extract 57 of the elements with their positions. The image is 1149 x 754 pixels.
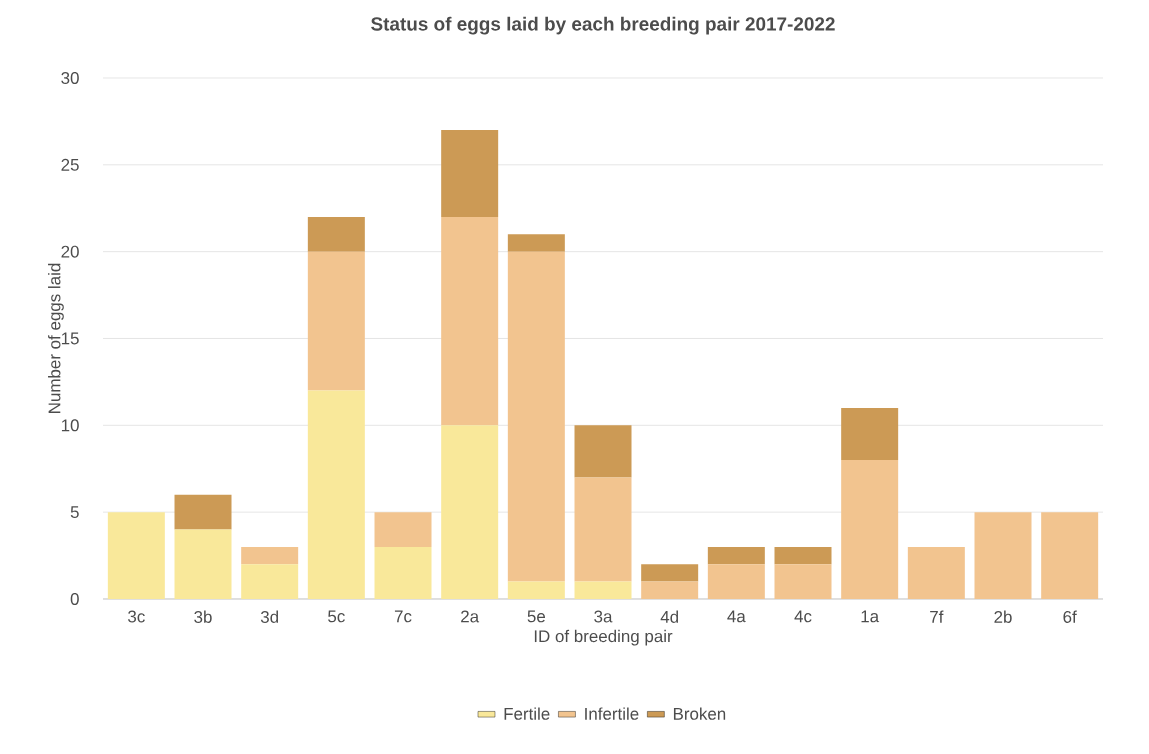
- bar: [574, 425, 632, 478]
- legend-label: Fertile: [504, 707, 550, 720]
- bar: [974, 512, 1032, 599]
- bar: [841, 407, 899, 461]
- bar: [574, 581, 632, 599]
- x-tick-label: 3d: [260, 610, 278, 623]
- y-tick-label: 30: [61, 71, 79, 84]
- bar: [174, 529, 232, 599]
- legend-label: Broken: [673, 707, 726, 720]
- bar: [841, 460, 899, 599]
- y-tick-label: 0: [70, 592, 79, 605]
- x-tick-label: 5c: [328, 610, 345, 623]
- x-tick-label: 2a: [461, 610, 480, 623]
- legend-label: Infertile: [585, 707, 639, 720]
- bar: [507, 251, 565, 582]
- x-tick-label: 3b: [194, 610, 212, 623]
- bar: [441, 130, 499, 217]
- bar: [707, 546, 765, 565]
- bar: [507, 581, 565, 599]
- y-tick-label: 5: [70, 506, 79, 519]
- x-tick-label: 5e: [527, 610, 546, 623]
- bar: [374, 546, 432, 599]
- bar: [174, 494, 232, 530]
- x-tick-label: 1a: [861, 610, 880, 623]
- bar: [641, 581, 699, 599]
- bar: [441, 216, 499, 426]
- x-tick-label: 6f: [1063, 610, 1077, 623]
- x-tick-label: 4d: [660, 610, 678, 623]
- bar: [307, 216, 365, 252]
- y-tick-label: 15: [61, 332, 79, 345]
- y-tick-label: 10: [61, 419, 79, 432]
- x-tick-label: 3a: [594, 610, 613, 623]
- x-tick-label: 4c: [794, 610, 812, 623]
- x-tick-label: 4a: [727, 610, 746, 623]
- bar: [574, 477, 632, 582]
- y-tick-label: 25: [61, 158, 79, 171]
- y-tick-label: 20: [61, 245, 79, 258]
- bar: [774, 564, 832, 599]
- x-axis-title: ID of breeding pair: [534, 629, 673, 646]
- bar: [641, 564, 699, 582]
- chart-title: Status of eggs laid by each breeding pair 2017-2022: [371, 16, 835, 35]
- bar: [441, 425, 499, 599]
- bar: [241, 546, 299, 565]
- bar: [707, 564, 765, 599]
- bar: [374, 512, 432, 547]
- bar: [774, 546, 832, 565]
- bar: [907, 546, 965, 599]
- x-tick-label: 3c: [128, 610, 145, 623]
- bar: [307, 251, 365, 391]
- bar: [241, 564, 299, 599]
- x-tick-label: 2b: [994, 610, 1012, 623]
- bar: [107, 512, 165, 599]
- bar: [1041, 512, 1099, 599]
- bar: [307, 390, 365, 599]
- x-tick-label: 7f: [930, 610, 944, 623]
- x-tick-label: 7c: [394, 610, 412, 623]
- bar: [507, 234, 565, 252]
